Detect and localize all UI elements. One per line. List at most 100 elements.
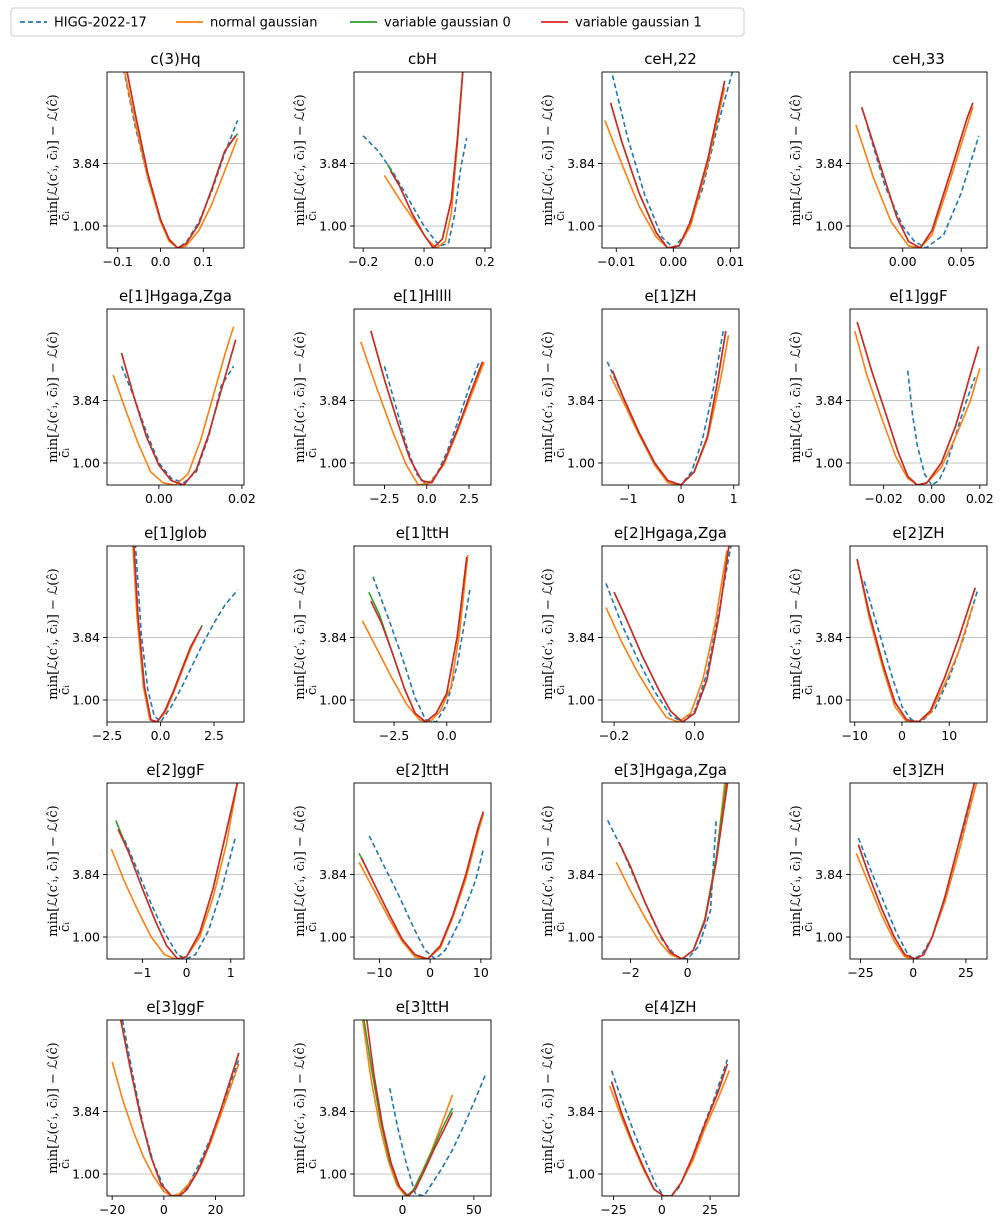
legend-label-variable-gaussian-1: variable gaussian 1 — [575, 16, 702, 31]
series-line-normal-gaussian — [361, 1020, 454, 1196]
x-tick-label: 0 — [183, 965, 191, 980]
x-tick-label: 0 — [677, 491, 685, 506]
y-axis-label: min[ℒ(c′ᵢ, c̄ᵢ)] − ℒ(ĉ) — [293, 94, 308, 225]
y-tick-label: 3.84 — [72, 630, 100, 645]
y-tick-label: 1.00 — [319, 930, 347, 945]
y-tick-label: 3.84 — [567, 867, 595, 882]
y-axis-label-subscript: c̄ᵢ — [801, 211, 816, 221]
x-tick-label: 1 — [227, 965, 235, 980]
subplot-title: e[3]ggF — [146, 998, 204, 1016]
series-line-higg-2022-17 — [857, 791, 973, 959]
x-tick-label: −10 — [366, 965, 392, 980]
y-tick-label: 1.00 — [319, 693, 347, 708]
y-tick-label: 3.84 — [567, 156, 595, 171]
y-axis-label-subscript: c̄ᵢ — [305, 685, 320, 695]
y-tick-label: 3.84 — [815, 630, 843, 645]
subplot-title: e[4]ZH — [644, 998, 696, 1016]
y-axis-label: min[ℒ(c′ᵢ, c̄ᵢ)] − ℒ(ĉ) — [541, 805, 556, 936]
y-tick-label: 1.00 — [72, 219, 100, 234]
legend-label-variable-gaussian-0: variable gaussian 0 — [384, 16, 511, 31]
axes-frame — [601, 308, 740, 486]
y-axis-label-subscript: c̄ᵢ — [801, 685, 816, 695]
x-tick-label: 10 — [473, 965, 489, 980]
series-line-normal-gaussian — [604, 87, 726, 248]
y-axis-label: min[ℒ(c′ᵢ, c̄ᵢ)] − ℒ(ĉ) — [293, 331, 308, 462]
legend-frame — [10, 7, 745, 37]
subplot-e-1-glob: 1.00 3.84 −2.5 0.0 2.5 e[1]glob min[ℒ(c′ᵢ, c̄ᵢ… — [46, 524, 245, 743]
x-tick-label: 0.0 — [151, 254, 171, 269]
series-line-variable-gaussian-0 — [610, 1063, 729, 1196]
x-tick-label: 0 — [909, 965, 917, 980]
series-line-higg-2022-17 — [866, 126, 980, 248]
y-axis-label: min[ℒ(c′ᵢ, c̄ᵢ)] − ℒ(ĉ) — [46, 331, 61, 462]
subplot-e-2-zh: 1.00 3.84 −10 0 10 e[2]ZH min[ℒ(c′ᵢ, c̄ᵢ)] − ℒ… — [789, 524, 988, 743]
subplot-title: cbH — [408, 50, 437, 68]
y-axis-label-subscript: c̄ᵢ — [553, 211, 568, 221]
series-line-variable-gaussian-0 — [133, 546, 204, 722]
y-axis-label-subscript: c̄ᵢ — [58, 211, 73, 221]
subplot-e-3-hgaga-zga: 1.00 3.84 −2 0 e[3]Hgaga,Zga min[ℒ(c′ᵢ, c̄ᵢ)]… — [541, 761, 740, 980]
y-axis-label: min[ℒ(c′ᵢ, c̄ᵢ)] − ℒ(ĉ) — [293, 805, 308, 936]
y-tick-label: 3.84 — [72, 156, 100, 171]
subplot-title: e[1]ZH — [644, 287, 696, 305]
x-tick-label: −0.01 — [597, 254, 635, 269]
legend: HIGG-2022-17 normal gaussian variable gaus… — [10, 7, 745, 37]
series-line-normal-gaussian — [361, 554, 469, 722]
series-line-normal-gaussian — [358, 813, 485, 959]
series-line-variable-gaussian-1 — [117, 783, 239, 959]
series-line-normal-gaussian — [609, 335, 730, 485]
axes-frame — [601, 1019, 740, 1197]
y-tick-label: 1.00 — [319, 456, 347, 471]
axes-frame — [849, 545, 988, 723]
subplot-cbh: 1.00 3.84 −0.2 0.0 0.2 cbH min[ℒ(c′ᵢ, c̄ᵢ)] − … — [293, 50, 495, 269]
y-axis-label-subscript: c̄ᵢ — [553, 685, 568, 695]
series-line-variable-gaussian-1 — [856, 559, 976, 722]
series-line-variable-gaussian-1 — [857, 783, 976, 959]
x-tick-label: 0.02 — [228, 491, 256, 506]
y-axis-label-subscript: c̄ᵢ — [305, 1159, 320, 1169]
series-line-normal-gaussian — [110, 783, 239, 959]
y-axis-label: min[ℒ(c′ᵢ, c̄ᵢ)] − ℒ(ĉ) — [293, 568, 308, 699]
y-tick-label: 1.00 — [567, 456, 595, 471]
axes-frame — [106, 71, 245, 249]
y-axis-label: min[ℒ(c′ᵢ, c̄ᵢ)] − ℒ(ĉ) — [46, 805, 61, 936]
series-line-variable-gaussian-1 — [618, 783, 729, 959]
series-line-normal-gaussian — [856, 559, 974, 722]
axes-frame — [353, 782, 492, 960]
x-tick-label: 0 — [898, 728, 906, 743]
x-tick-label: 0 — [399, 1202, 407, 1217]
y-tick-label: 3.84 — [815, 867, 843, 882]
series-line-variable-gaussian-1 — [360, 811, 485, 959]
subplot-e-1-hllll: 1.00 3.84 −2.5 0.0 2.5 e[1]Hllll min[ℒ(c′ᵢ, c̄… — [293, 287, 492, 506]
axes-frame — [849, 71, 988, 249]
y-axis-label: min[ℒ(c′ᵢ, c̄ᵢ)] − ℒ(ĉ) — [46, 1042, 61, 1173]
x-tick-label: 0.0 — [437, 728, 457, 743]
series-line-variable-gaussian-1 — [370, 330, 484, 484]
series-line-variable-gaussian-1 — [370, 556, 468, 722]
y-tick-label: 1.00 — [567, 930, 595, 945]
x-tick-label: −2 — [621, 965, 639, 980]
y-axis-label: min[ℒ(c′ᵢ, c̄ᵢ)] − ℒ(ĉ) — [541, 94, 556, 225]
axes-frame — [849, 308, 988, 486]
series-line-higg-2022-17 — [134, 546, 239, 722]
subplot-title: c(3)Hq — [150, 50, 200, 68]
x-tick-label: 25 — [702, 1202, 718, 1217]
y-tick-label: 3.84 — [319, 867, 347, 882]
x-tick-label: −0.1 — [103, 254, 133, 269]
subplot-e-2-hgaga-zga: 1.00 3.84 −0.2 0.0 e[2]Hgaga,Zga min[ℒ(c′ᵢ, c… — [541, 524, 740, 743]
y-axis-label: min[ℒ(c′ᵢ, c̄ᵢ)] − ℒ(ĉ) — [789, 805, 804, 936]
series-line-variable-gaussian-1 — [120, 339, 237, 485]
y-axis-label: min[ℒ(c′ᵢ, c̄ᵢ)] − ℒ(ĉ) — [46, 568, 61, 699]
series-line-higg-2022-17 — [863, 580, 979, 722]
y-tick-label: 3.84 — [72, 393, 100, 408]
series-line-normal-gaussian — [855, 783, 978, 959]
y-tick-label: 1.00 — [72, 456, 100, 471]
y-axis-label-subscript: c̄ᵢ — [801, 922, 816, 932]
x-tick-label: 0.00 — [889, 254, 917, 269]
x-tick-label: 1 — [730, 491, 738, 506]
axes-frame — [353, 71, 492, 249]
axes-frame — [601, 71, 740, 249]
x-tick-label: −2.5 — [369, 491, 399, 506]
series-line-normal-gaussian — [854, 330, 981, 485]
y-axis-label: min[ℒ(c′ᵢ, c̄ᵢ)] − ℒ(ĉ) — [541, 568, 556, 699]
